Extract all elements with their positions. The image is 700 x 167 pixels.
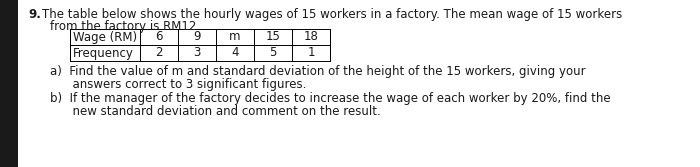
Text: 4: 4: [231, 46, 239, 59]
Text: b)  If the manager of the factory decides to increase the wage of each worker by: b) If the manager of the factory decides…: [50, 92, 610, 105]
Text: 15: 15: [265, 31, 281, 43]
Text: 5: 5: [270, 46, 276, 59]
Text: Wage (RM): Wage (RM): [73, 31, 137, 43]
Text: Frequency: Frequency: [73, 46, 134, 59]
Text: m: m: [230, 31, 241, 43]
Text: new standard deviation and comment on the result.: new standard deviation and comment on th…: [50, 105, 381, 118]
Bar: [70, 29, 330, 61]
Text: 9: 9: [193, 31, 201, 43]
Text: 6: 6: [155, 31, 162, 43]
Bar: [0, 0, 18, 167]
Text: 3: 3: [193, 46, 201, 59]
Text: answers correct to 3 significant figures.: answers correct to 3 significant figures…: [50, 78, 307, 91]
Text: 9.: 9.: [28, 8, 41, 21]
Text: a)  Find the value of m and standard deviation of the height of the 15 workers, : a) Find the value of m and standard devi…: [50, 65, 586, 78]
Text: 1: 1: [307, 46, 315, 59]
Text: 2: 2: [155, 46, 162, 59]
Text: 18: 18: [304, 31, 318, 43]
Text: from the factory is RM12.: from the factory is RM12.: [50, 20, 200, 33]
Text: The table below shows the hourly wages of 15 workers in a factory. The mean wage: The table below shows the hourly wages o…: [42, 8, 622, 21]
